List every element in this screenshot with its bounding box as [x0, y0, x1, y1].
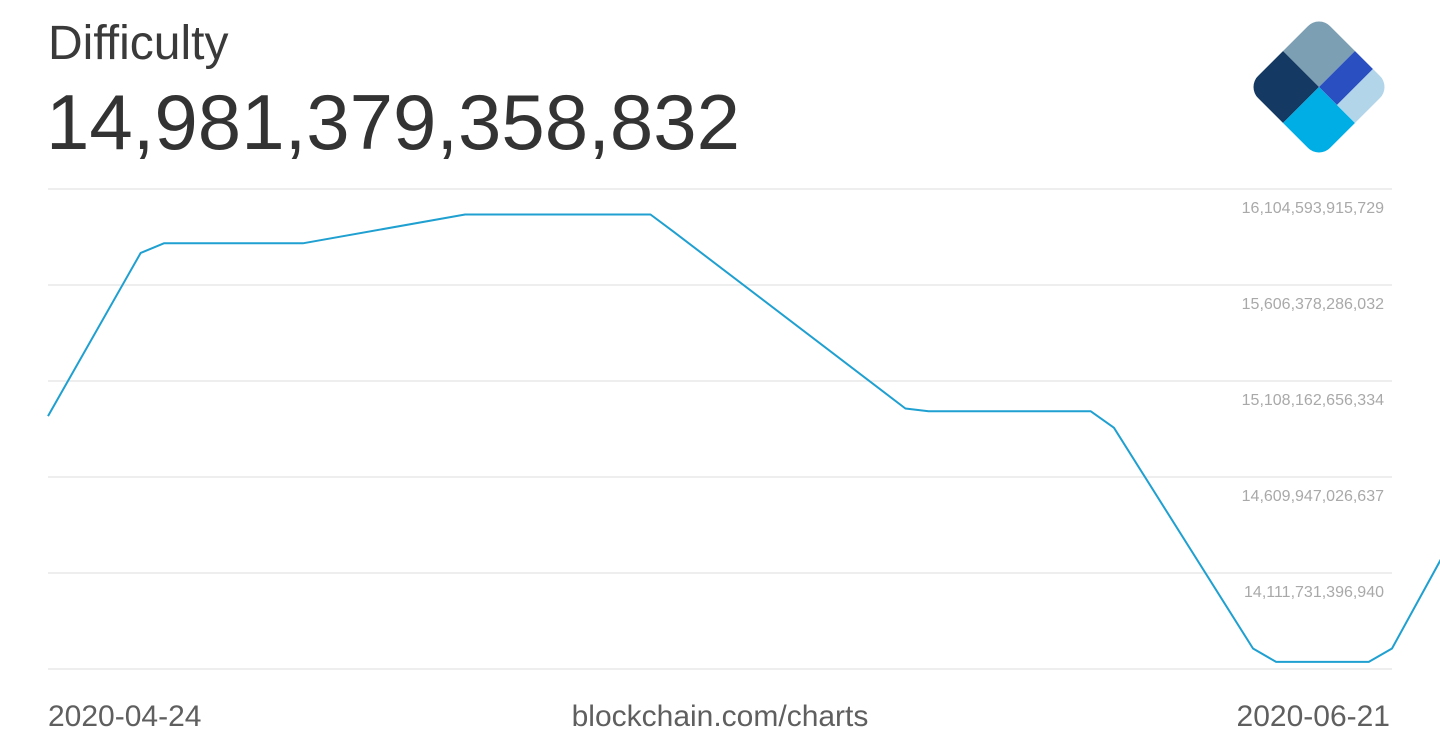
- current-difficulty-value: 14,981,379,358,832: [46, 78, 741, 166]
- y-tick-label: 16,104,593,915,729: [1242, 200, 1384, 217]
- chart-title: Difficulty: [48, 17, 229, 70]
- difficulty-series-line: [47, 213, 1440, 663]
- y-tick-label: 14,111,731,396,940: [1244, 584, 1384, 601]
- blockchain-logo-icon: [1247, 15, 1391, 159]
- difficulty-line-chart: 16,104,593,915,729 15,606,378,286,032 15,1…: [47, 188, 1440, 670]
- source-label: blockchain.com/charts: [571, 700, 869, 733]
- y-tick-label: 14,609,947,026,637: [1242, 488, 1384, 505]
- y-tick-label: 15,108,162,656,334: [1242, 392, 1384, 409]
- x-axis-start-date: 2020-04-24: [48, 700, 202, 733]
- y-tick-label: 15,606,378,286,032: [1242, 296, 1384, 313]
- x-axis-end-date: 2020-06-21: [1236, 700, 1390, 733]
